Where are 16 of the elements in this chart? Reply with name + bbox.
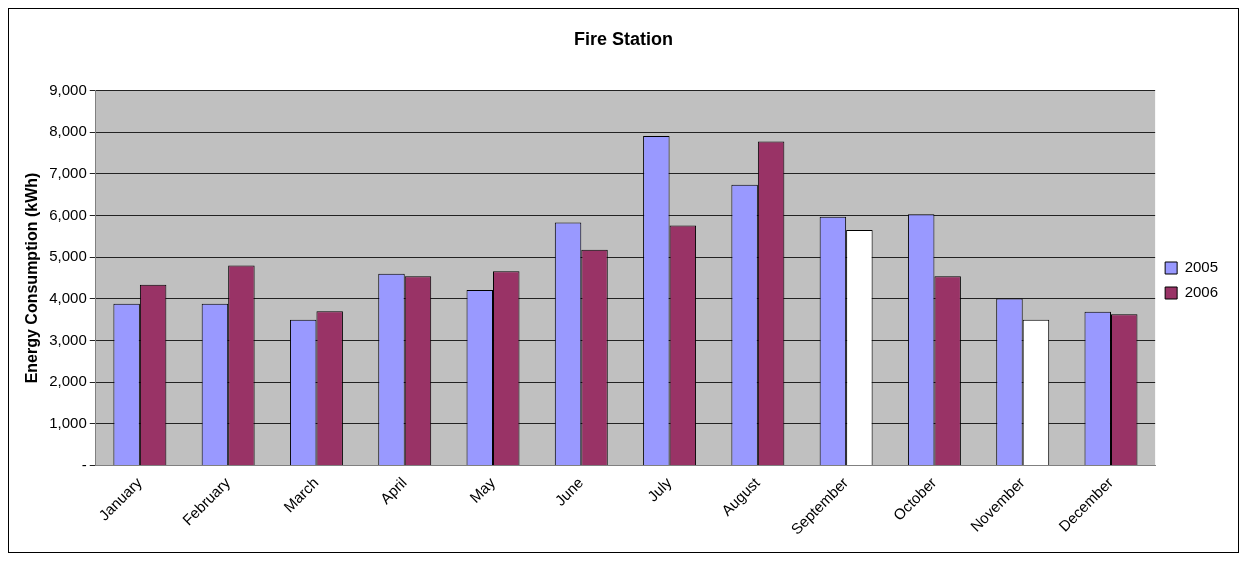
- legend-label: 2006: [1184, 283, 1219, 301]
- x-tick-label: July: [643, 473, 675, 505]
- y-tick-label: 1,000: [49, 413, 87, 431]
- y-tick-label: -: [81, 455, 87, 473]
- y-tick-label: 8,000: [49, 122, 87, 140]
- y-tick-label: 7,000: [49, 164, 87, 182]
- y-tick-label: 5,000: [49, 247, 87, 265]
- chart-title: Fire Station: [573, 28, 674, 49]
- y-tick-label: 6,000: [49, 205, 87, 223]
- y-tick-label: 2,000: [49, 372, 87, 390]
- legend-label: 2005: [1184, 258, 1219, 276]
- y-tick-label: 3,000: [49, 330, 87, 348]
- y-tick-label: 4,000: [49, 288, 87, 306]
- y-tick-label: 9,000: [49, 80, 87, 98]
- y-axis-title: Energy Consumption (kWh): [23, 172, 41, 384]
- x-tick-label: May: [466, 473, 499, 506]
